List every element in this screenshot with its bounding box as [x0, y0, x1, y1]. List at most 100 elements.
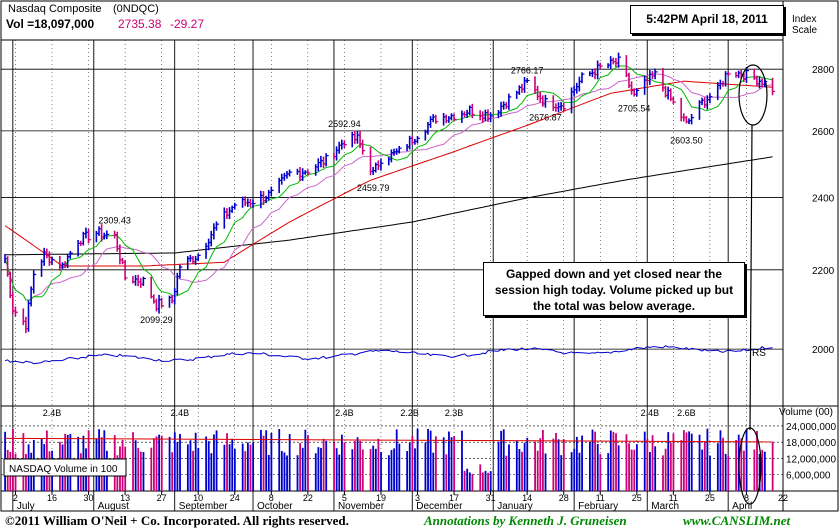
volume-bar — [325, 440, 328, 491]
volume-bar — [270, 432, 273, 491]
volume-bar — [560, 455, 563, 491]
volume-bar — [307, 435, 309, 491]
volume-bar — [241, 443, 244, 491]
day-tick-label: 3 — [415, 493, 420, 503]
volume-bar — [176, 441, 179, 491]
volume-bar — [743, 450, 745, 491]
volume-bar — [205, 436, 208, 491]
volume-bar — [502, 429, 505, 491]
volume-bar — [544, 453, 547, 491]
volume-bar — [320, 447, 322, 491]
volume-bar — [573, 448, 576, 491]
volume-bar — [536, 450, 539, 491]
volume-bar — [414, 448, 416, 491]
volume-bar — [322, 438, 325, 491]
volume-bar — [280, 451, 283, 491]
index-scale-word-2: Scale — [792, 25, 817, 36]
volume-bar — [662, 455, 664, 491]
day-tick-label: 16 — [47, 493, 57, 503]
volume-bar — [479, 464, 482, 491]
volume-bar — [408, 442, 411, 491]
volume-bar — [690, 433, 693, 491]
price-label: 2676.87 — [529, 113, 562, 123]
volume-bar — [288, 434, 291, 491]
canslim-link[interactable]: www.CANSLIM.net — [683, 513, 791, 528]
copyright-text: ©2011 William O'Neil + Co. Incorporated.… — [5, 513, 349, 528]
volume-label: 2.6B — [677, 408, 696, 418]
volume-bar — [429, 430, 432, 491]
volume-label: 2.4B — [335, 408, 354, 418]
volume-bar — [372, 445, 375, 491]
volume-bar — [160, 435, 163, 491]
volume-bar — [562, 439, 565, 491]
volume-bar — [649, 452, 651, 491]
day-tick-label: 22 — [778, 493, 788, 503]
volume-bar — [589, 442, 591, 491]
volume-bar — [654, 446, 657, 491]
volume-bar — [523, 442, 526, 491]
volume-bar — [481, 472, 484, 491]
volume-bar — [406, 451, 409, 491]
price-labels: 2309.43 2099.29 2592.94 2459.79 2766.17 2676.… — [98, 65, 702, 324]
volume-bar — [542, 430, 544, 491]
volume-bar — [599, 454, 602, 491]
price-tick-label: 2400 — [812, 193, 835, 204]
volume-bar — [213, 434, 215, 491]
ma200-line — [5, 156, 773, 256]
price-label: 2459.79 — [357, 183, 390, 193]
volume-bar — [361, 449, 364, 491]
volume-bar — [685, 432, 688, 491]
annotations-credit: Annotations by Kenneth J. Gruneisen — [424, 513, 627, 528]
volume-bar — [153, 438, 155, 491]
volume-bar — [615, 433, 617, 491]
volume-readout: Vol =18,097,000 — [6, 17, 95, 31]
volume-bar — [179, 433, 181, 491]
volume-tick-label: 6,000,000 — [786, 471, 831, 482]
day-tick-label: 17 — [449, 493, 459, 503]
volume-bar — [194, 432, 197, 491]
volume-bar — [416, 428, 419, 491]
volume-bar — [387, 455, 390, 491]
volume-bar — [682, 430, 685, 491]
volume-bar — [301, 447, 304, 491]
price-tick-label: 2600 — [812, 127, 835, 138]
month-label: March — [651, 501, 679, 512]
timestamp: 5:42PM April 18, 2011 — [646, 12, 768, 26]
month-label: April — [732, 501, 752, 512]
volume-bar — [132, 432, 134, 491]
volume-bar — [223, 444, 226, 491]
volume-legend: NASDAQ Volume in 100 — [9, 464, 118, 475]
volume-bar — [521, 451, 523, 491]
price-label: 2705.54 — [618, 104, 651, 114]
volume-bar — [173, 432, 176, 491]
month-label: November — [338, 501, 385, 512]
month-label: January — [497, 501, 533, 512]
volume-bar — [296, 455, 299, 491]
volume-bar — [703, 441, 706, 491]
day-tick-label: 11 — [669, 493, 678, 503]
volume-bar — [453, 435, 456, 491]
volume-bar — [210, 453, 213, 491]
volume-bar — [518, 449, 521, 491]
volume-bar — [763, 451, 766, 491]
month-label: July — [17, 501, 35, 512]
volume-bar — [139, 451, 142, 491]
volume-bar — [356, 437, 359, 491]
volume-bar — [672, 433, 675, 491]
volume-bar — [448, 431, 450, 491]
volume-bar — [633, 449, 636, 491]
volume-bar — [137, 447, 140, 491]
volume-bar — [150, 447, 153, 491]
day-tick-label: 25 — [632, 493, 642, 503]
price-label: 2099.29 — [140, 315, 173, 325]
volume-bar — [432, 452, 435, 491]
volume-bar — [724, 453, 727, 491]
volume-bar — [680, 440, 683, 491]
price-tick-label: 2000 — [812, 345, 835, 356]
volume-bar — [500, 430, 503, 491]
price-bars — [4, 52, 776, 334]
timestamp-box: 5:42PM April 18, 2011 — [630, 5, 784, 34]
footer-site: www.CANSLIM.net — [683, 513, 790, 531]
month-label: September — [179, 501, 229, 512]
volume-bar — [651, 435, 654, 491]
